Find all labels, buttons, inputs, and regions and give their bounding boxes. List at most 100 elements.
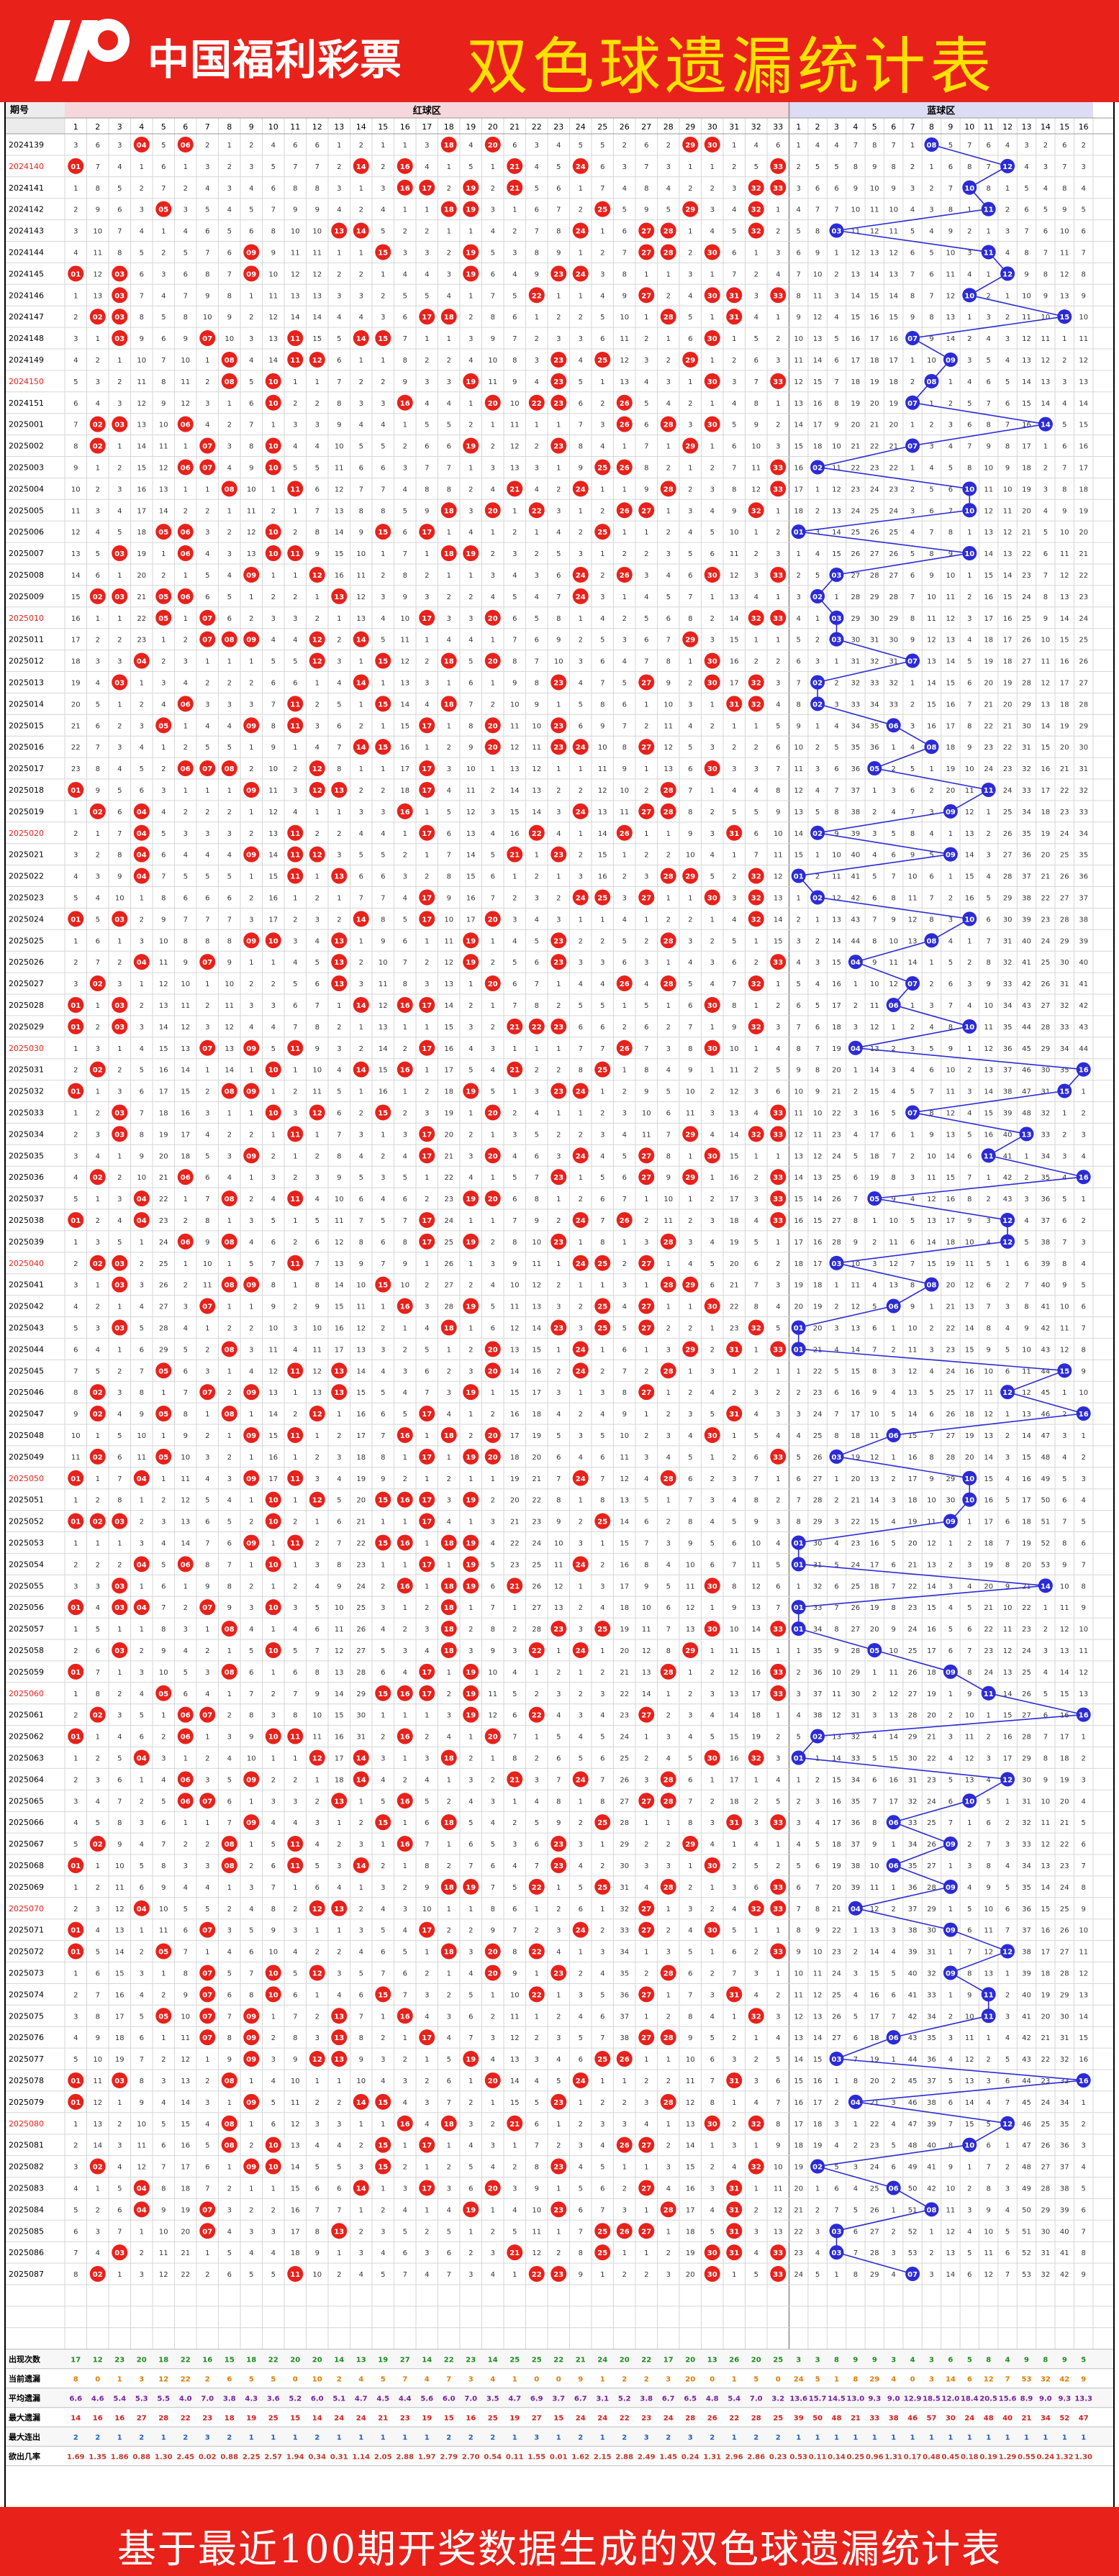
blue-omission: 4: [910, 1067, 915, 1075]
red-omission: 6: [227, 615, 232, 623]
blue-omission: 21: [851, 1497, 861, 1505]
red-ball-number: 33: [773, 1217, 783, 1225]
red-omission: 4: [491, 593, 495, 601]
blue-omission: 26: [1022, 1690, 1031, 1698]
red-omission: 2: [315, 894, 320, 902]
blue-omission: 43: [1041, 1346, 1051, 1354]
blue-omission: 11: [889, 959, 898, 967]
red-omission: 18: [115, 2034, 124, 2042]
red-omission: 5: [688, 1949, 692, 1957]
red-omission: 23: [71, 765, 81, 773]
red-omission: 15: [466, 873, 476, 881]
red-omission: 15: [181, 1088, 190, 1096]
blue-omission: 19: [984, 658, 993, 666]
red-omission: 4: [447, 637, 451, 645]
blue-omission: 10: [889, 206, 898, 214]
blue-omission: 10: [1079, 1626, 1088, 1634]
red-omission: 33: [620, 1927, 629, 1935]
red-ball-number: 12: [312, 1411, 322, 1419]
red-ball-number: 01: [71, 1949, 81, 1957]
blue-omission: 4: [910, 1196, 915, 1203]
blue-omission: 1: [815, 486, 820, 493]
red-ball-number: 11: [290, 1260, 300, 1268]
red-ball-number: 32: [751, 701, 761, 709]
red-omission: 2: [447, 1991, 451, 1999]
red-omission: 7: [117, 830, 122, 838]
red-omission: 1: [666, 1819, 671, 1827]
red-omission: 5: [776, 722, 780, 730]
blue-omission: 33: [851, 701, 861, 709]
blue-omission: 13: [1022, 357, 1031, 365]
red-omission: 2: [491, 185, 495, 193]
red-ball-number: 23: [553, 400, 563, 408]
red-ball-number: 12: [312, 1970, 322, 1977]
blue-omission: 36: [908, 1884, 918, 1892]
blue-omission: 2: [815, 744, 820, 752]
red-omission: 12: [159, 980, 168, 988]
red-omission: 8: [227, 2034, 232, 2042]
red-omission: 3: [381, 185, 385, 193]
red-omission: 3: [600, 1583, 604, 1590]
red-omission: 17: [137, 507, 146, 515]
blue-omission: 9: [815, 1927, 820, 1935]
blue-omission: 5: [834, 1367, 838, 1375]
red-omission: 2: [403, 1475, 407, 1483]
blue-omission: 47: [1022, 1088, 1031, 1096]
red-omission: 3: [73, 980, 78, 988]
red-omission: 10: [620, 1432, 629, 1440]
blue-omission: 9: [1082, 1604, 1086, 1612]
blue-omission: 15: [1079, 422, 1088, 429]
blue-omission: 17: [946, 722, 956, 730]
red-omission: 3: [381, 1604, 385, 1612]
blue-omission: 12: [870, 228, 879, 236]
blue-omission: 23: [984, 1647, 993, 1655]
red-omission: 1: [447, 1561, 451, 1569]
red-ball-number: 29: [685, 1174, 695, 1182]
red-omission: 12: [312, 1367, 322, 1375]
red-omission: 1: [337, 1411, 341, 1419]
red-ball-number: 17: [422, 615, 432, 623]
red-omission: 3: [776, 1024, 780, 1032]
red-omission: 2: [205, 1432, 209, 1440]
blue-omission: 13: [984, 1432, 993, 1440]
red-omission: 10: [159, 422, 168, 429]
red-omission: 7: [227, 916, 232, 924]
blue-omission: 7: [967, 142, 971, 150]
red-omission: 6: [579, 1024, 583, 1032]
blue-omission: 3: [948, 1583, 953, 1590]
red-omission: 3: [96, 1776, 100, 1784]
blue-omission: 3: [892, 1367, 896, 1375]
red-omission: 1: [535, 314, 539, 322]
red-omission: 4: [535, 163, 539, 171]
period-label: 2025028: [9, 1001, 44, 1010]
red-omission: 13: [181, 1045, 190, 1053]
red-ball-number: 25: [597, 1260, 607, 1268]
red-omission: 7: [491, 1884, 495, 1892]
red-ball-number: 03: [114, 679, 124, 687]
red-omission: 14: [730, 1131, 739, 1139]
red-ball-number: 26: [620, 572, 630, 580]
period-label: 2025003: [9, 463, 44, 472]
red-omission: 2: [73, 1647, 78, 1655]
blue-omission: 9: [1062, 206, 1066, 214]
red-omission: 7: [776, 1604, 780, 1612]
red-ball-number: 24: [576, 1561, 586, 1569]
blue-omission: 13: [1022, 1411, 1031, 1419]
red-omission: 3: [293, 1798, 297, 1806]
red-ball-number: 12: [312, 1906, 322, 1913]
red-omission: 18: [751, 1712, 761, 1720]
blue-omission: 20: [965, 1454, 974, 1462]
red-omission: 5: [512, 292, 517, 300]
blue-omission: 2: [948, 1561, 953, 1569]
blue-omission: 6: [872, 1324, 876, 1332]
red-omission: 17: [620, 1583, 629, 1590]
red-omission: 1: [96, 1862, 100, 1870]
blue-omission: 2: [929, 185, 933, 193]
red-omission: 1: [293, 1754, 297, 1762]
red-omission: 6: [688, 1970, 692, 1977]
red-omission: 9: [117, 1841, 122, 1849]
blue-omission: 10: [832, 443, 841, 451]
red-omission: 13: [335, 1669, 344, 1677]
blue-omission: 7: [929, 1088, 933, 1096]
red-omission: 4: [205, 550, 209, 558]
